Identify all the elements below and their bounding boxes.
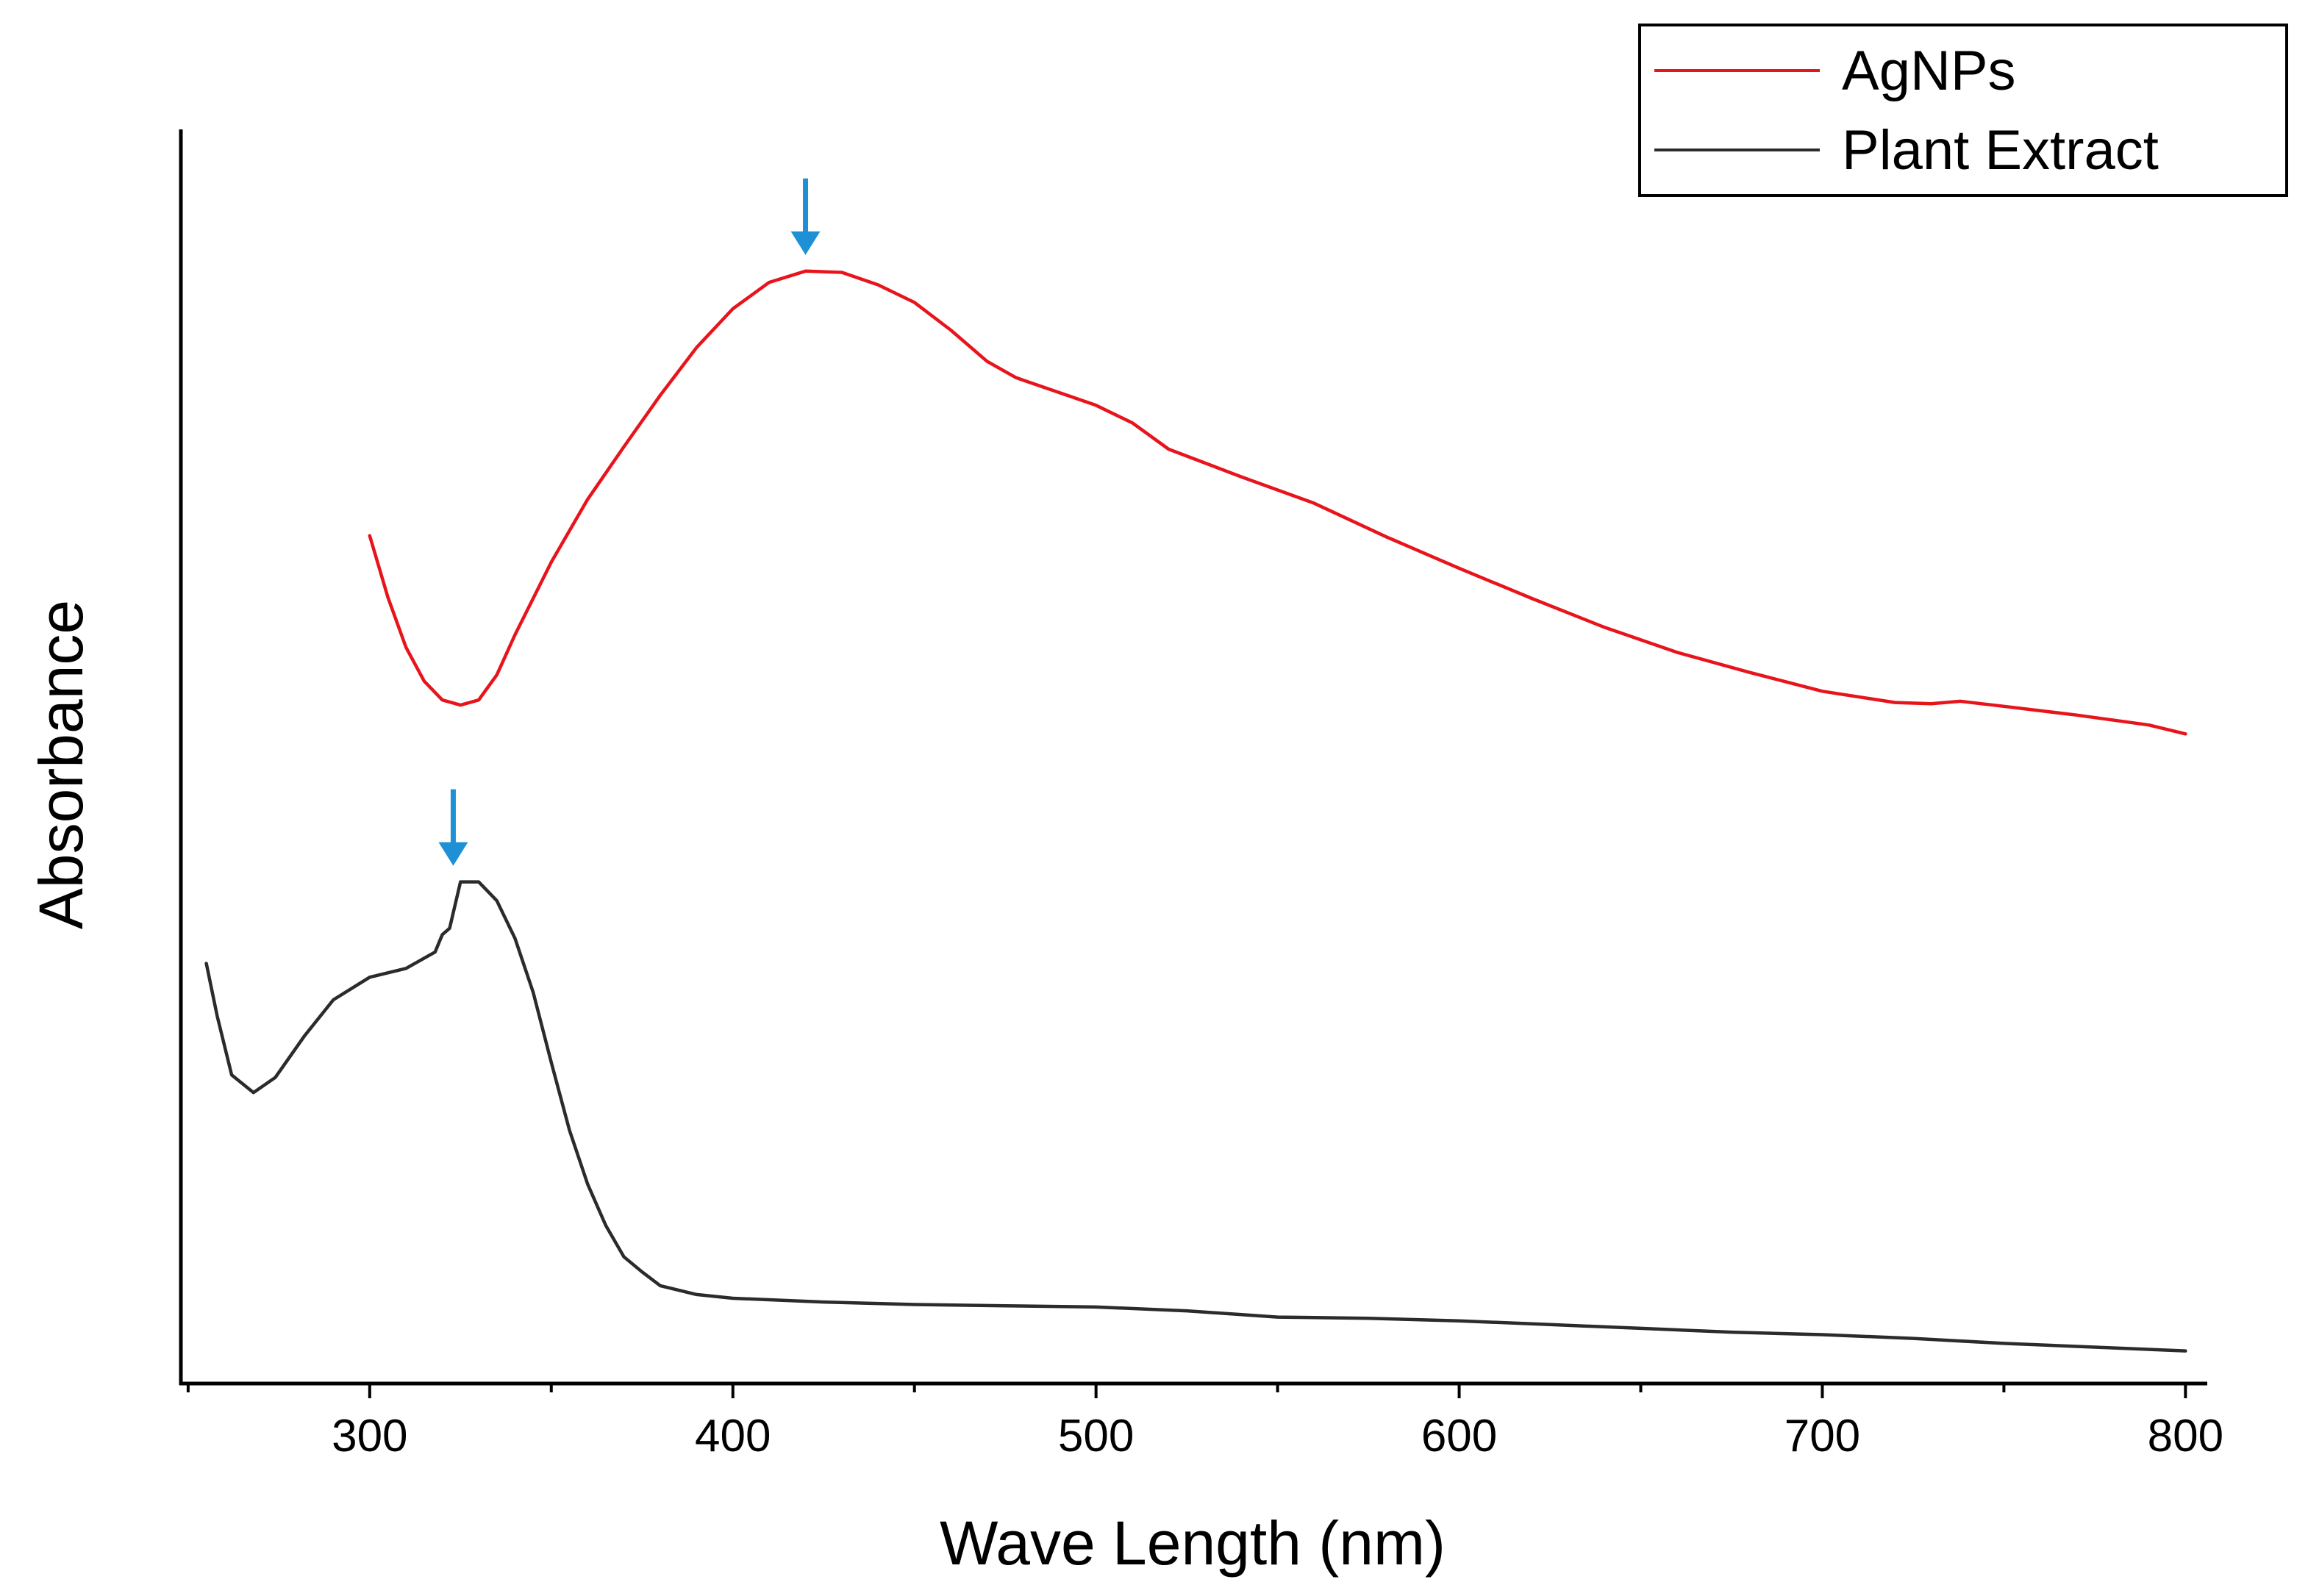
y-axis-title: Absorbance [26,600,96,929]
x-tick-label: 600 [1421,1411,1497,1461]
legend-label-plant-extract: Plant Extract [1842,119,2159,182]
x-tick-label: 400 [695,1411,771,1461]
series-line-agnps [368,269,2187,736]
x-tick-label: 800 [2148,1411,2223,1461]
legend-label-agnps: AgNPs [1842,40,2016,102]
legend: AgNPs Plant Extract [1638,24,2288,197]
x-tick-label: 300 [332,1411,407,1461]
x-axis-title: Wave Length (nm) [940,1509,1446,1578]
axes [179,129,2207,1386]
series-line-plant-extract [204,880,2187,1353]
series-lines [204,269,2187,1353]
x-tick-label: 500 [1058,1411,1134,1461]
peak-arrow-icon [438,789,468,866]
peak-arrows [438,178,821,866]
x-axis-ticks: 300 400 500 600 700 800 [186,1384,2223,1461]
legend-box [1638,24,2288,197]
x-tick-label: 700 [1784,1411,1860,1461]
peak-arrow-icon [790,178,821,255]
